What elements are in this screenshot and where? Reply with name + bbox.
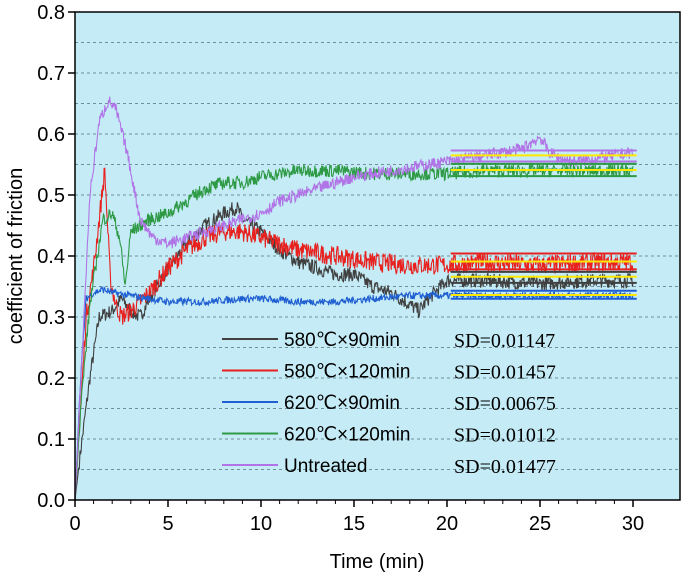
legend-sd-value: SD=0.01147 — [454, 330, 555, 352]
series-line-4 — [74, 96, 634, 501]
y-tick-label: 0.6 — [37, 124, 65, 146]
x-axis-title: Time (min) — [330, 551, 425, 573]
x-tick-label: 5 — [162, 513, 173, 535]
x-tick-label: 30 — [622, 513, 644, 535]
legend-label: 620℃×120min — [284, 425, 410, 446]
x-tick-label: 20 — [436, 513, 458, 535]
y-tick-label: 0.5 — [37, 185, 65, 207]
legend-label: Untreated — [284, 456, 367, 477]
x-tick-label: 10 — [250, 513, 272, 535]
y-tick-label: 0.0 — [37, 490, 65, 512]
series-line-0 — [74, 202, 634, 501]
series-line-3 — [74, 162, 634, 501]
legend-label: 580℃×120min — [284, 362, 410, 383]
series-line-2 — [74, 286, 634, 501]
x-tick-label: 25 — [529, 513, 551, 535]
legend-sd-value: SD=0.00675 — [454, 393, 556, 415]
legend-label: 620℃×90min — [284, 393, 400, 414]
y-tick-label: 0.1 — [37, 429, 65, 451]
x-tick-label: 15 — [343, 513, 365, 535]
mean-lines-layer — [450, 149, 637, 300]
y-tick-label: 0.3 — [37, 307, 65, 329]
y-tick-label: 0.7 — [37, 63, 65, 85]
axes: 0 5 10 15 20 25 30 0.0 0.1 0.2 0.3 0.4 0.5 0.6 0.7 0.8 — [37, 2, 644, 535]
legend: 580℃×90min SD=0.01147 580℃×120min SD=0.0145… — [222, 330, 556, 478]
legend-sd-value: SD=0.01477 — [454, 456, 556, 478]
y-axis-title: coefficient of friction — [5, 168, 27, 344]
x-tick-label: 0 — [69, 513, 80, 535]
y-tick-label: 0.8 — [37, 2, 65, 24]
legend-sd-value: SD=0.01457 — [454, 362, 556, 384]
legend-label: 580℃×90min — [284, 330, 400, 351]
y-tick-label: 0.4 — [37, 246, 65, 268]
legend-sd-value: SD=0.01012 — [454, 425, 556, 447]
y-tick-label: 0.2 — [37, 368, 65, 390]
